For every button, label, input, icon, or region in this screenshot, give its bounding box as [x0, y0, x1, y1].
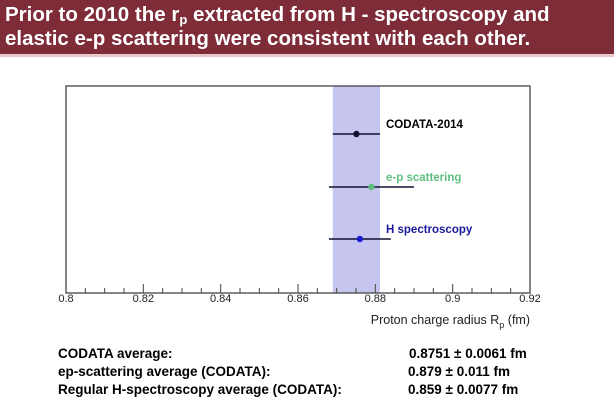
- stat-value: 0.859 ± 0.0077 fm: [408, 382, 519, 397]
- stat-label: ep-scattering average (CODATA):: [58, 364, 271, 379]
- stat-value: 0.8751 ± 0.0061 fm: [409, 346, 527, 361]
- x-tick-label: 0.88: [365, 293, 386, 305]
- data-point: [356, 235, 364, 243]
- x-tick-label: 0.84: [210, 293, 231, 305]
- x-tick-label: 0.8: [58, 293, 73, 305]
- series-label: CODATA-2014: [386, 119, 463, 131]
- stat-value: 0.879 ± 0.011 fm: [408, 364, 510, 379]
- slide-title: Prior to 2010 the rp extracted from H - …: [0, 0, 614, 57]
- x-tick-label: 0.86: [287, 293, 308, 305]
- series-label: e-p scattering: [386, 172, 461, 184]
- title-line-1: Prior to 2010 the rp extracted from H - …: [5, 3, 550, 27]
- stat-label: CODATA average:: [58, 346, 173, 361]
- plot-frame: [65, 85, 531, 294]
- data-point: [368, 183, 375, 191]
- x-tick-label: 0.82: [133, 293, 154, 305]
- series-label: H spectroscopy: [386, 224, 473, 236]
- x-axis-label: Proton charge radius Rp (fm): [371, 313, 530, 330]
- stat-label: Regular H-spectroscopy average (CODATA):: [58, 382, 342, 397]
- data-point: [353, 130, 360, 138]
- x-tick-label: 0.9: [445, 293, 460, 305]
- chart: 0.8 0.82 0.84 0.86 0.88 0.9 0.92 Proton charge …: [58, 85, 541, 330]
- x-tick-label: 0.92: [519, 293, 540, 305]
- title-line-2: elastic e-p scattering were consistent w…: [5, 27, 531, 50]
